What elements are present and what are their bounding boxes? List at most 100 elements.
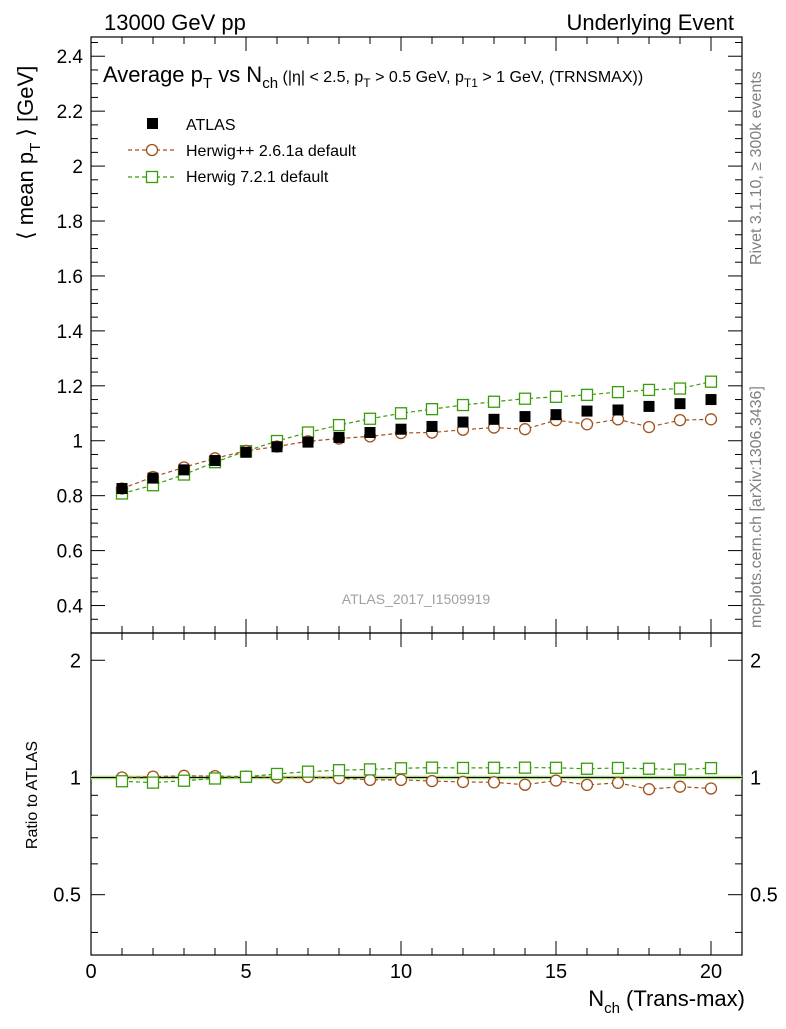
data-point (550, 409, 562, 421)
x-tick-label: 0 (85, 961, 96, 983)
data-point (487, 395, 501, 408)
series-herwig-2-6-1a-default (115, 413, 718, 495)
y-tick-label: 2.4 (57, 47, 84, 68)
data-point (611, 761, 625, 775)
data-point (704, 782, 718, 795)
data-point (146, 776, 160, 789)
data-point (426, 420, 438, 432)
ratio-y-tick-label: 1 (70, 767, 81, 789)
data-point (332, 764, 346, 777)
data-point (209, 455, 221, 467)
y-tick-label: 0.4 (57, 597, 84, 618)
header-left: 13000 GeV pp (104, 10, 246, 35)
data-point (580, 388, 594, 402)
legend-marker-atlas (147, 118, 158, 129)
y-tick-label: 1 (72, 432, 83, 453)
data-point (674, 398, 686, 410)
data-point (673, 763, 687, 776)
series-atlas (116, 394, 717, 495)
y-tick-label: 1.8 (57, 212, 83, 233)
x-tick-label: 20 (700, 961, 722, 983)
data-point (271, 441, 283, 453)
series-herwig-7-2-1-default (115, 761, 718, 789)
y-tick-label: 1.6 (57, 267, 83, 288)
legend-marker-herwigpp (145, 143, 159, 157)
data-point (705, 394, 717, 406)
y-tick-label: 2 (72, 157, 83, 178)
data-point (643, 400, 655, 412)
data-point (611, 776, 625, 789)
y-tick-label: 2.2 (57, 102, 83, 123)
data-point (673, 780, 687, 793)
x-axis-label: Nch (Trans-max) (588, 986, 745, 1017)
analysis-watermark: ATLAS_2017_I1509919 (342, 591, 491, 607)
data-point (704, 375, 718, 388)
x-tick-label: 10 (390, 961, 412, 983)
data-point (240, 446, 252, 458)
data-point (208, 772, 222, 785)
data-point (115, 775, 129, 788)
data-point (395, 423, 407, 435)
data-point (642, 420, 656, 434)
data-point (519, 411, 531, 423)
series-line (121, 418, 712, 490)
data-point (642, 783, 656, 796)
rivet-label: Rivet 3.1.10, ≥ 300k events (748, 71, 765, 265)
data-point (302, 436, 314, 448)
data-point (425, 774, 439, 788)
ratio-data-series (91, 761, 742, 796)
data-point (518, 761, 532, 774)
data-point (704, 761, 718, 775)
ratio-plot-frame (90, 632, 743, 956)
data-point (270, 767, 284, 781)
ratio-y-tick-label: 2 (70, 650, 81, 672)
data-point (580, 778, 594, 792)
data-point (549, 761, 563, 774)
data-point (363, 763, 377, 776)
main-data-series (115, 375, 718, 500)
data-point (456, 398, 470, 412)
data-point (456, 775, 470, 789)
data-point (364, 427, 376, 439)
data-point (518, 778, 532, 791)
data-point (642, 762, 656, 775)
data-point (333, 431, 345, 443)
ratio-axis-ticks: 0.5 0.51 12 20 5 10 15 20 (53, 633, 778, 983)
x-tick-label: 5 (240, 961, 251, 983)
data-point (332, 418, 346, 432)
data-point (147, 472, 159, 484)
ratio-y-tick-label: 0.5 (53, 885, 81, 907)
data-point (394, 762, 408, 775)
data-point (642, 383, 656, 397)
mcplots-label: mcplots.cern.ch [arXiv:1306.3436] (748, 386, 765, 628)
series-herwig-7-2-1-default (115, 375, 718, 500)
ratio-y-tick-label-right: 2 (750, 650, 761, 672)
y-tick-label: 0.6 (57, 542, 83, 563)
data-point (673, 413, 687, 427)
y-tick-label: 1.2 (57, 377, 83, 398)
legend: ATLAS Herwig++ 2.6.1a default Herwig 7.2… (128, 117, 356, 186)
data-point (363, 412, 377, 425)
main-axis-ticks: 0.4 0.6 0.8 1 1.2 1.4 1.6 1.8 2 2.2 2.4 (57, 37, 743, 634)
data-point (178, 464, 190, 476)
data-point (549, 774, 563, 787)
data-point (425, 761, 439, 774)
plot-title: Average pT vs Nch (|η| < 2.5, pT > 0.5 G… (103, 62, 643, 92)
data-point (488, 413, 500, 425)
data-point (518, 423, 532, 436)
data-point (518, 392, 532, 405)
legend-marker-herwig7 (145, 170, 159, 184)
data-point (580, 762, 594, 775)
main-y-axis-label: ⟨ mean pT ⟩ [GeV] (13, 66, 44, 240)
ratio-y-tick-label-right: 0.5 (750, 885, 778, 907)
data-point (612, 404, 624, 416)
data-point (301, 765, 315, 778)
data-point (457, 416, 469, 428)
data-point (704, 413, 718, 426)
ratio-y-tick-label-right: 1 (750, 767, 761, 789)
data-point (611, 385, 625, 399)
data-point (487, 776, 501, 789)
data-point (425, 403, 439, 416)
